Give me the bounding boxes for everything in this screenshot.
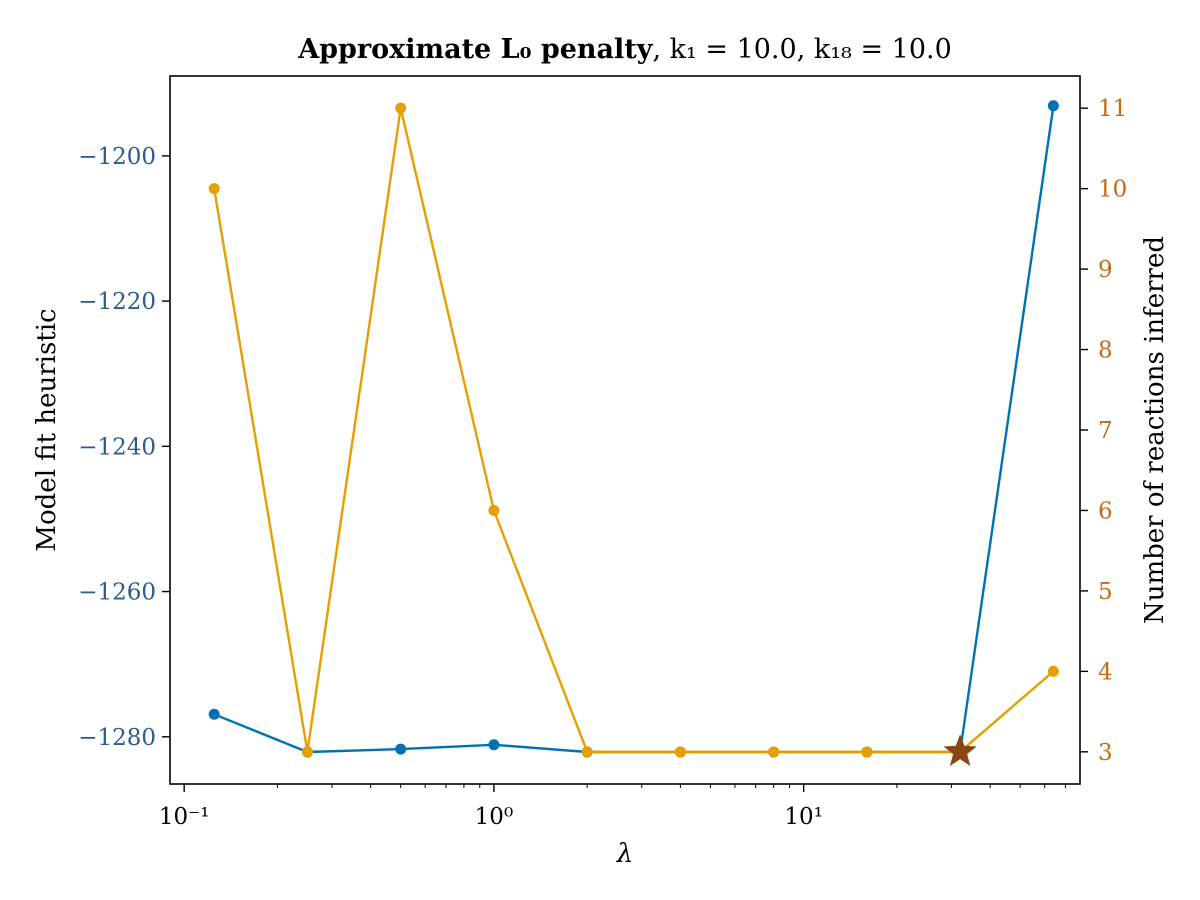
left-y-tick-label: −1260 bbox=[78, 580, 156, 606]
x-axis-label: λ bbox=[616, 839, 633, 869]
series-1-point bbox=[395, 743, 407, 755]
left-y-axis-label: Model fit heuristic bbox=[32, 308, 62, 551]
x-axis: 10⁻¹ 10⁰ 10¹ bbox=[159, 784, 1066, 830]
x-tick-label: 10¹ bbox=[784, 804, 823, 830]
plot-layer bbox=[208, 100, 1059, 766]
left-y-tick-label: −1240 bbox=[78, 434, 156, 460]
x-tick-label: 10⁻¹ bbox=[159, 804, 210, 830]
right-y-tick-label: 4 bbox=[1098, 659, 1113, 685]
right-y-tick-label: 8 bbox=[1098, 338, 1113, 364]
chart-title-bold: Approximate L₀ penalty bbox=[297, 34, 654, 65]
series-1-point bbox=[1047, 100, 1059, 112]
right-y-tick-label: 5 bbox=[1098, 579, 1113, 605]
series-2-point bbox=[488, 504, 500, 516]
series-2-point bbox=[674, 746, 686, 758]
left-y-tick-label: −1200 bbox=[78, 144, 156, 170]
series-2-point bbox=[768, 746, 780, 758]
right-y-tick-label: 6 bbox=[1098, 498, 1113, 524]
series-2-point bbox=[208, 183, 220, 195]
right-y-axis-label: Number of reactions inferred bbox=[1140, 236, 1170, 624]
right-y-tick-label: 10 bbox=[1098, 177, 1127, 203]
series-1-point bbox=[488, 739, 500, 751]
series-2-point bbox=[301, 746, 313, 758]
series-2-line bbox=[213, 106, 1055, 753]
series-2-point bbox=[395, 102, 407, 114]
right-y-axis: 3 4 5 6 7 8 9 10 11 bbox=[1080, 96, 1127, 766]
series-1-point bbox=[208, 708, 220, 720]
left-y-axis: −1200 −1220 −1240 −1260 −1280 bbox=[78, 144, 170, 751]
plot-frame bbox=[169, 75, 1081, 785]
x-tick-label: 10⁰ bbox=[475, 804, 514, 830]
right-y-tick-label: 7 bbox=[1098, 418, 1113, 444]
series-2-point bbox=[1047, 665, 1059, 677]
right-y-tick-label: 11 bbox=[1098, 96, 1127, 122]
right-y-tick-label: 9 bbox=[1098, 257, 1113, 283]
right-y-tick-label: 3 bbox=[1098, 740, 1113, 766]
chart-title-rest: , k₁ = 10.0, k₁₈ = 10.0 bbox=[652, 34, 951, 65]
left-y-tick-label: −1220 bbox=[78, 289, 156, 315]
highlight-star-marker bbox=[943, 734, 977, 766]
series-2-point bbox=[861, 746, 873, 758]
left-y-tick-label: −1280 bbox=[78, 725, 156, 751]
series-2-point bbox=[581, 746, 593, 758]
series-1-line bbox=[213, 105, 1055, 754]
chart-title: Approximate L₀ penalty, k₁ = 10.0, k₁₈ =… bbox=[297, 34, 952, 65]
